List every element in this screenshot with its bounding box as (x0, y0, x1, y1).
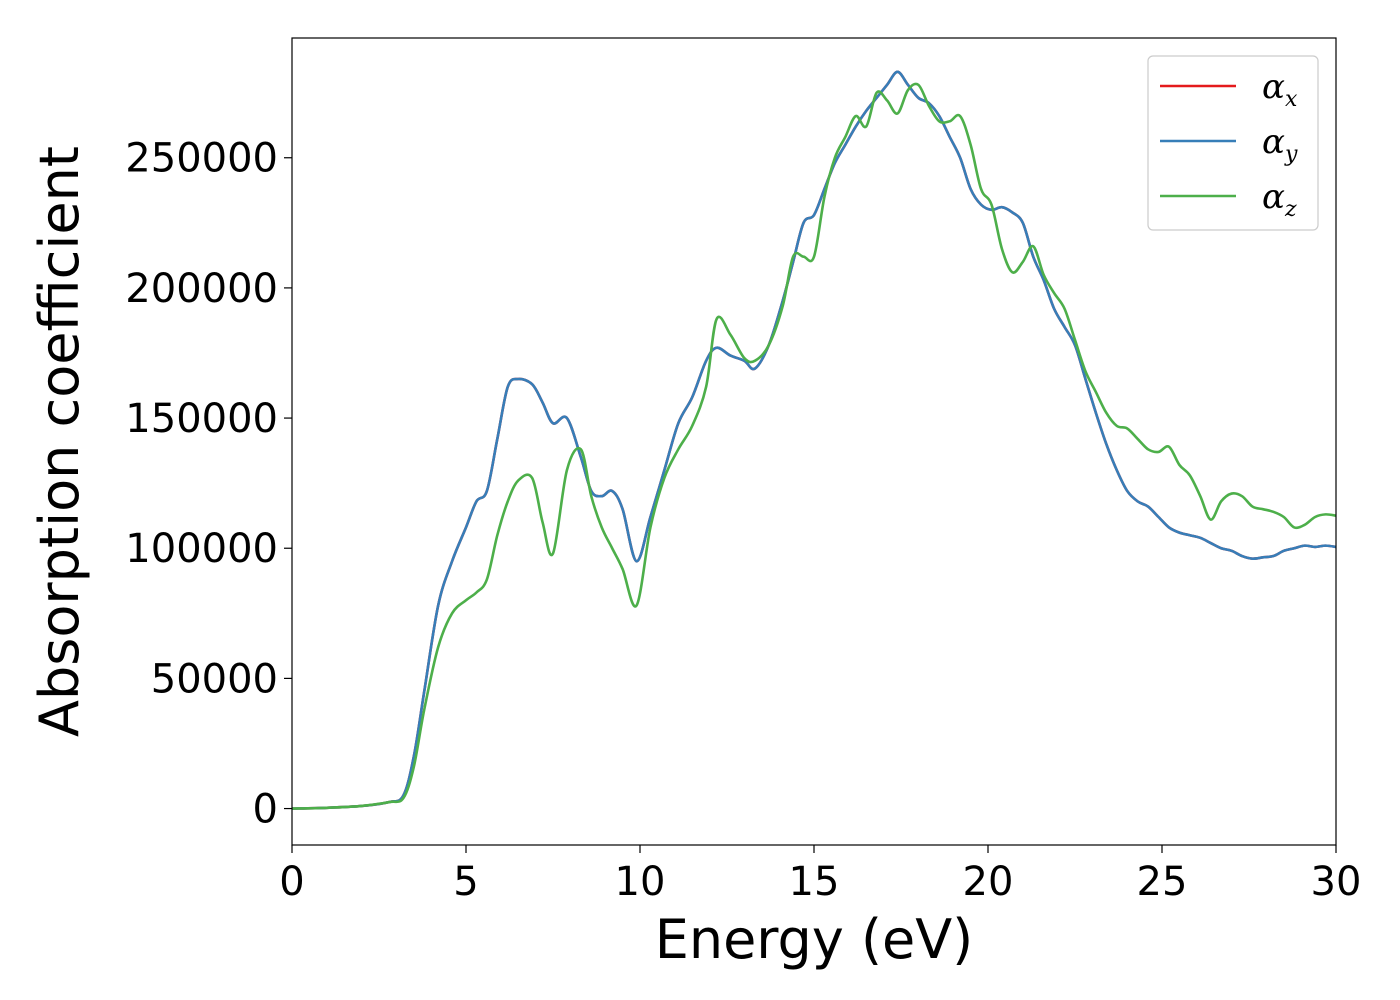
y-tick-label: 0 (253, 787, 278, 833)
series-line-z (292, 82, 1336, 810)
x-tick-label: 15 (789, 859, 840, 905)
x-tick-label: 10 (615, 859, 666, 905)
legend: αx αy αz (1147, 55, 1319, 231)
series-line-y (292, 70, 1336, 810)
x-tick-label: 30 (1311, 859, 1362, 905)
plot-frame (291, 37, 1337, 846)
x-tick-label: 0 (279, 859, 304, 905)
y-axis-title: Absorption coefficient (28, 146, 91, 737)
legend-box (1147, 55, 1319, 231)
x-tick-label: 20 (963, 859, 1014, 905)
legend-label-y: αy (1262, 122, 1298, 167)
x-tick-label: 25 (1137, 859, 1188, 905)
x-tick-label: 5 (453, 859, 478, 905)
y-tick-label: 150000 (125, 396, 278, 442)
series-layer (292, 70, 1336, 810)
y-tick-label: 200000 (125, 266, 278, 312)
legend-label-z: αz (1262, 177, 1297, 222)
y-tick-label: 50000 (151, 656, 278, 702)
legend-label-x: αx (1262, 67, 1298, 112)
y-tick-label: 250000 (125, 136, 278, 182)
y-tick-label: 100000 (125, 526, 278, 572)
ticks-layer: 0 5 10 15 20 25 30 0 50000 100000 150000 200000 2500… (125, 136, 1361, 905)
x-axis-title: Energy (eV) (655, 908, 974, 971)
